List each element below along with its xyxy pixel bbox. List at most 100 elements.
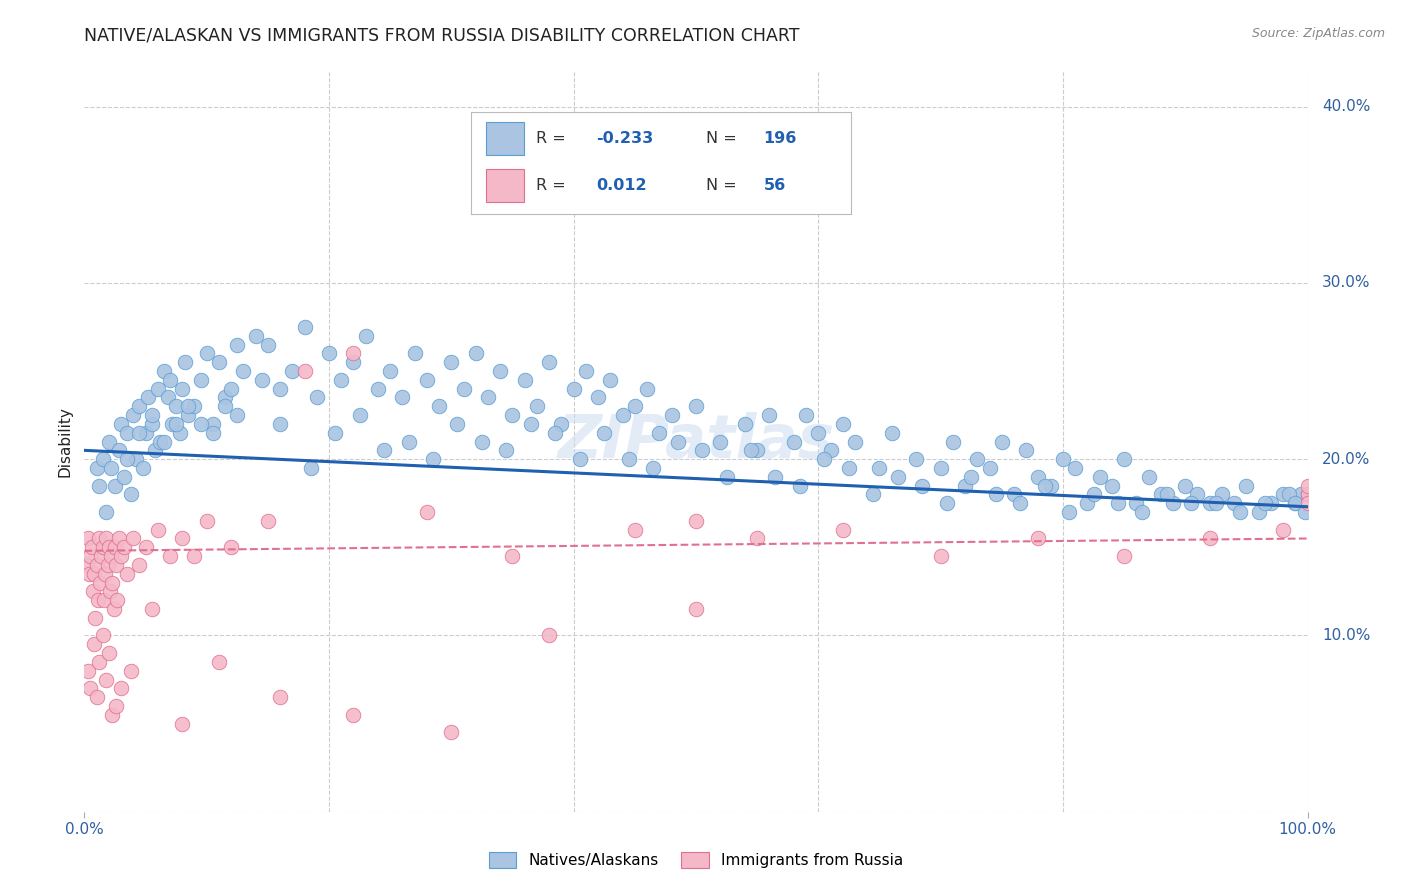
Point [709, 434, 731, 449]
Point [1039, 478, 1062, 492]
Point [190, 373, 212, 387]
Point [612, 408, 634, 422]
Point [1205, 496, 1227, 510]
Point [1114, 452, 1136, 467]
Text: ZIPatlas: ZIPatlas [557, 412, 835, 471]
Point [101, 575, 124, 590]
Point [136, 391, 159, 405]
Point [1291, 487, 1313, 501]
Point [101, 707, 124, 722]
Point [1272, 487, 1295, 501]
Point [128, 425, 150, 440]
Point [97, 558, 120, 572]
Point [1002, 487, 1025, 501]
Point [575, 364, 598, 378]
Point [141, 417, 163, 431]
Point [367, 382, 389, 396]
Point [513, 373, 536, 387]
Point [97, 646, 120, 660]
Point [416, 505, 439, 519]
Point [208, 655, 231, 669]
Point [79, 681, 101, 696]
Point [624, 399, 647, 413]
Point [112, 470, 135, 484]
Point [942, 434, 965, 449]
Text: 56: 56 [763, 178, 786, 193]
Point [342, 346, 364, 360]
Point [172, 532, 194, 546]
Point [96, 673, 118, 687]
Point [294, 364, 316, 378]
Point [1101, 478, 1123, 492]
Text: R =: R = [536, 178, 571, 193]
Point [201, 425, 224, 440]
Point [1161, 496, 1184, 510]
Point [104, 541, 127, 555]
Point [173, 355, 195, 369]
Point [269, 690, 291, 705]
Point [911, 478, 934, 492]
Point [690, 443, 713, 458]
Point [844, 434, 866, 449]
Point [495, 443, 517, 458]
Point [1284, 496, 1306, 510]
Point [477, 391, 499, 405]
Point [593, 425, 616, 440]
Point [1150, 487, 1173, 501]
Point [143, 443, 166, 458]
Point [269, 382, 291, 396]
Point [526, 399, 548, 413]
Point [323, 425, 346, 440]
Point [783, 434, 806, 449]
Point [794, 408, 817, 422]
Point [1064, 461, 1087, 475]
Point [86, 690, 108, 705]
Point [820, 443, 842, 458]
Point [905, 452, 928, 467]
Point [599, 373, 621, 387]
Text: NATIVE/ALASKAN VS IMMIGRANTS FROM RUSSIA DISABILITY CORRELATION CHART: NATIVE/ALASKAN VS IMMIGRANTS FROM RUSSIA… [84, 27, 800, 45]
Point [120, 487, 142, 501]
Point [1180, 496, 1202, 510]
Point [838, 461, 860, 475]
Point [544, 425, 567, 440]
Point [831, 523, 853, 537]
Point [93, 593, 115, 607]
Point [1247, 505, 1270, 519]
Text: 30.0%: 30.0% [1322, 276, 1371, 291]
Point [120, 664, 142, 678]
Point [105, 558, 128, 572]
Point [550, 417, 572, 431]
Point [110, 417, 132, 431]
Point [146, 523, 169, 537]
Point [159, 373, 181, 387]
Point [1296, 487, 1319, 501]
Point [141, 408, 163, 422]
Point [87, 478, 110, 492]
Point [734, 417, 756, 431]
Point [165, 399, 187, 413]
Point [1174, 478, 1197, 492]
Point [141, 602, 163, 616]
Point [747, 532, 769, 546]
Point [214, 399, 236, 413]
Point [1033, 478, 1056, 492]
Point [789, 478, 811, 492]
Point [83, 637, 105, 651]
Point [984, 487, 1007, 501]
Point [257, 514, 280, 528]
Point [416, 373, 439, 387]
Point [440, 355, 463, 369]
Point [79, 549, 101, 563]
Point [758, 408, 780, 422]
Point [76, 558, 98, 572]
Point [1211, 487, 1233, 501]
Point [935, 496, 957, 510]
Point [1156, 487, 1178, 501]
Point [165, 417, 187, 431]
Point [245, 328, 267, 343]
Point [747, 443, 769, 458]
Point [83, 566, 105, 581]
Point [380, 364, 402, 378]
Point [807, 425, 830, 440]
